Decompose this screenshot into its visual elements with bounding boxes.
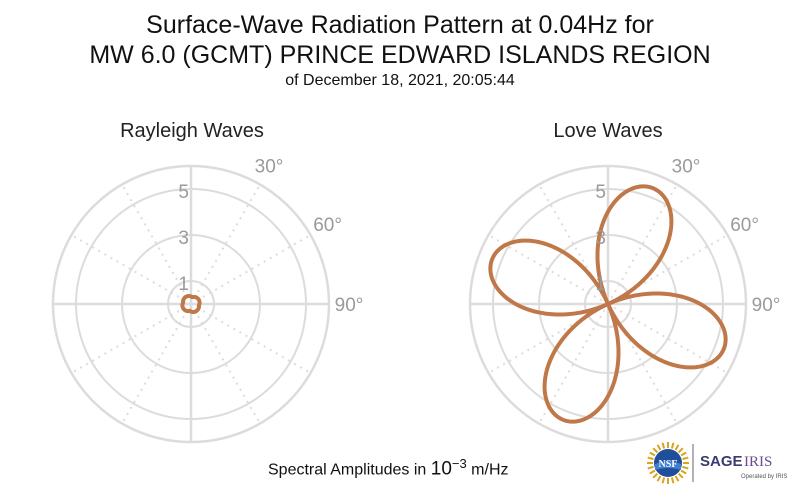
- rayleigh-angular-gridline: [70, 234, 192, 305]
- nsf-ray: [674, 444, 680, 451]
- rayleigh-panel-title: Rayleigh Waves: [120, 120, 264, 142]
- nsf-ray: [680, 469, 687, 475]
- caption-exponent: −3: [451, 456, 467, 471]
- nsf-ray: [670, 442, 675, 449]
- nsf-ray: [670, 477, 675, 484]
- nsf-ray: [656, 475, 662, 482]
- nsf-ray: [677, 447, 684, 454]
- rayleigh-radial-tick-label: 3: [178, 228, 189, 249]
- nsf-ray: [647, 465, 654, 470]
- nsf-ray: [674, 475, 680, 482]
- caption-base: 10: [430, 458, 452, 480]
- love-angle-tick-label: 30°: [672, 156, 701, 177]
- logos: NSF SAGE IRIS Operated by IRIS: [647, 442, 787, 484]
- title-block: Surface-Wave Radiation Pattern at 0.04Hz…: [0, 10, 800, 92]
- rayleigh-angular-gridline: [190, 234, 312, 305]
- rayleigh-polar-plot: 1 3 5 30° 60° 90°: [51, 156, 364, 444]
- love-radial-tick-label: 1: [595, 274, 606, 295]
- rayleigh-angular-gridline: [70, 303, 192, 374]
- rayleigh-angle-tick-label: 90°: [335, 295, 364, 316]
- nsf-text: NSF: [659, 459, 678, 470]
- love-radial-tick-label: 3: [595, 228, 606, 249]
- love-angle-tick-label: 90°: [752, 295, 781, 316]
- love-angular-gridline: [607, 183, 678, 305]
- caption-prefix: Spectral Amplitudes in: [268, 461, 431, 479]
- nsf-ray: [682, 456, 689, 461]
- nsf-ray: [682, 465, 689, 470]
- nsf-ray: [649, 469, 656, 475]
- nsf-ray: [661, 442, 666, 449]
- iris-text: IRIS: [744, 454, 772, 470]
- chart-title-line2: MW 6.0 (GCMT) PRINCE EDWARD ISLANDS REGI…: [89, 41, 711, 69]
- rayleigh-angular-gridline: [190, 183, 261, 305]
- nsf-ray: [656, 444, 662, 451]
- chart-subtitle: of December 18, 2021, 20:05:44: [285, 72, 515, 89]
- rayleigh-angular-gridline: [190, 303, 312, 374]
- rayleigh-angular-gridline: [190, 303, 261, 425]
- love-angular-gridline: [487, 234, 609, 305]
- nsf-ray: [652, 447, 659, 454]
- caption-unit: m/Hz: [466, 461, 509, 479]
- chart-title-line1: Surface-Wave Radiation Pattern at 0.04Hz…: [146, 11, 654, 39]
- rayleigh-angular-gridline: [121, 303, 192, 425]
- logo-tagline: Operated by IRIS: [741, 474, 787, 480]
- nsf-ray: [652, 472, 659, 479]
- rayleigh-radiation-pattern: [180, 294, 202, 314]
- amplitude-units-caption: Spectral Amplitudes in 10−3 m/Hz: [268, 456, 509, 480]
- love-radiation-pattern: [488, 184, 728, 424]
- nsf-logo: NSF: [647, 442, 689, 484]
- rayleigh-angle-tick-label: 60°: [313, 215, 342, 236]
- love-panel-title: Love Waves: [553, 120, 663, 142]
- nsf-ray: [649, 451, 656, 457]
- rayleigh-radial-tick-label: 1: [178, 274, 189, 295]
- nsf-ray: [680, 451, 687, 457]
- love-radial-tick-label: 5: [595, 182, 606, 203]
- nsf-ray: [677, 472, 684, 479]
- sage-text: SAGE: [700, 453, 743, 470]
- love-polar-plot: 1 3 5 30° 60° 90°: [468, 156, 781, 444]
- love-angular-gridline: [538, 303, 609, 425]
- love-angular-gridline: [607, 303, 729, 374]
- nsf-ray: [647, 456, 654, 461]
- rayleigh-radial-tick-label: 5: [178, 182, 189, 203]
- rayleigh-angular-gridline: [121, 183, 192, 305]
- nsf-ray: [661, 477, 666, 484]
- rayleigh-angle-tick-label: 30°: [255, 156, 284, 177]
- love-angle-tick-label: 60°: [730, 215, 759, 236]
